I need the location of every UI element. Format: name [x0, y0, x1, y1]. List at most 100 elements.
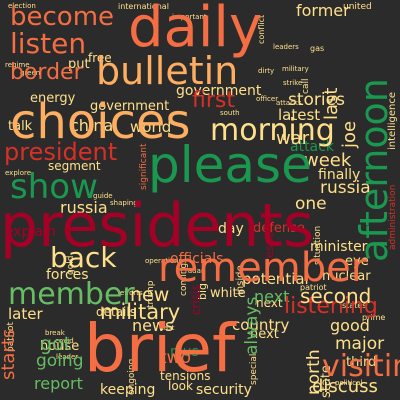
- word-presidents: presidents: [0, 191, 315, 261]
- word-dirty: dirty: [258, 67, 275, 75]
- word-house: house: [40, 339, 80, 354]
- word-eye: eye: [345, 254, 369, 269]
- word-week: finally: [318, 167, 361, 183]
- word-daily: daily: [128, 0, 263, 60]
- word-potential: potential: [242, 270, 309, 288]
- word-inside: leader: [56, 353, 79, 361]
- word-cast: cast: [160, 324, 175, 332]
- word-plus: plus: [170, 344, 199, 360]
- word-attack: attack: [290, 139, 334, 155]
- word-segment: segment: [48, 159, 101, 173]
- word-regime: green: [20, 69, 41, 77]
- word-later: later: [8, 305, 43, 323]
- word-major: major: [335, 334, 385, 354]
- word-officials: officials: [170, 251, 224, 267]
- word-tensions: tensions: [160, 369, 211, 383]
- word-green: strike: [283, 79, 303, 87]
- word-president: president: [4, 138, 118, 166]
- word-leader: covid: [55, 337, 74, 345]
- word-remember: remember: [158, 245, 368, 291]
- word-good: good: [330, 316, 370, 335]
- word-government-b: government: [176, 83, 262, 99]
- word-officer: officer: [256, 95, 279, 103]
- word-free: free: [88, 51, 112, 65]
- word-discuss: discuss: [312, 376, 378, 397]
- word-next-main: next: [254, 287, 290, 306]
- word-details: details: [96, 305, 136, 319]
- word-member: member: [8, 277, 135, 312]
- word-latest: latest: [278, 106, 321, 124]
- word-stories: stories: [288, 90, 345, 110]
- word-country: country: [232, 316, 290, 334]
- word-shaping: shaping: [110, 199, 138, 207]
- word-got: got: [40, 333, 72, 355]
- word-prime: prime: [362, 313, 386, 322]
- word-please: please: [148, 136, 312, 194]
- word-bulletin: bulletin: [96, 49, 239, 93]
- word-efforts: operations: [145, 257, 183, 265]
- word-war: week: [304, 150, 352, 171]
- word-international: international: [118, 2, 169, 11]
- word-second: second: [300, 284, 372, 308]
- word-strike: radar: [185, 267, 204, 275]
- word-patriot: patriot: [300, 283, 327, 292]
- word-starts: starts: [0, 328, 19, 380]
- word-russia: russia: [60, 198, 108, 217]
- word-third: third: [346, 355, 377, 370]
- word-important: important: [172, 13, 207, 21]
- word-break: political: [335, 379, 363, 387]
- word-election: election: [8, 2, 36, 10]
- word-united: united: [343, 2, 372, 12]
- word-listen: listen: [10, 27, 87, 60]
- word-next: next: [256, 296, 283, 310]
- word-keeping: keeping: [100, 382, 156, 398]
- word-south: south: [220, 109, 240, 117]
- word-first: first: [192, 88, 235, 113]
- word-nuclear: nuclear: [322, 269, 371, 284]
- word-new: listening: [284, 294, 378, 319]
- word-covid: break: [45, 329, 65, 337]
- word-day: day: [218, 221, 244, 237]
- word-going: going: [36, 351, 84, 371]
- word-become: become: [10, 2, 115, 32]
- word-two: two: [160, 348, 191, 368]
- word-report: report: [34, 374, 83, 393]
- word-back: visiting: [322, 349, 400, 384]
- word-choices: choices: [10, 94, 191, 150]
- word-border: border: [10, 60, 83, 85]
- word-listening: new: [130, 284, 170, 306]
- word-security: security: [196, 382, 252, 398]
- word-talk: talk: [8, 119, 33, 134]
- word-put: put: [68, 57, 90, 72]
- word-always: always: [242, 296, 262, 355]
- word-response: efforts: [120, 289, 143, 297]
- word-finally: russia: [320, 178, 371, 198]
- word-energy: energy: [30, 91, 76, 106]
- word-next-b: next: [250, 327, 279, 342]
- word-attacks: attacks: [276, 99, 302, 107]
- word-gas: gas: [310, 44, 325, 53]
- word-political: military: [282, 65, 309, 73]
- word-military: military: [100, 300, 181, 324]
- word-show: show: [10, 167, 98, 207]
- word-world: world: [130, 118, 172, 136]
- word-brief: brief: [84, 310, 236, 387]
- word-another: explore: [5, 169, 32, 177]
- word-china: china: [70, 116, 114, 135]
- word-former: former: [296, 1, 350, 20]
- word-look: look: [168, 379, 193, 393]
- word-guide: guide: [93, 192, 113, 200]
- word-states: states: [342, 301, 367, 310]
- word-forces: forces: [46, 267, 89, 283]
- word-could: war: [276, 128, 310, 149]
- word-morning: morning: [210, 113, 335, 148]
- word-visiting: back: [50, 241, 117, 274]
- word-minister: minister: [310, 239, 368, 255]
- word-news: news: [132, 316, 174, 335]
- word-special: special: [249, 353, 259, 385]
- word-explain: explain: [5, 224, 56, 240]
- word-defense: defense: [253, 221, 305, 236]
- word-government: government: [90, 99, 170, 114]
- word-leaders: leaders: [273, 43, 299, 51]
